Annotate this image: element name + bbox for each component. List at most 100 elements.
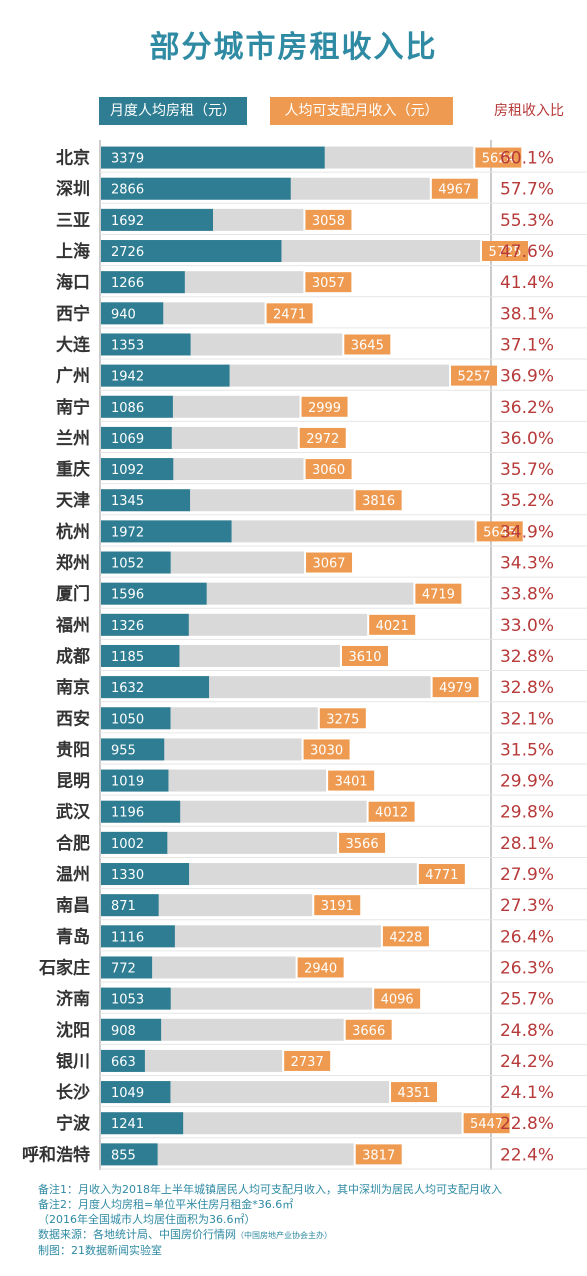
ratio-value: 24.1% (500, 1083, 554, 1103)
city-label: 银川 (56, 1051, 90, 1072)
data-source: 数据来源：各地统计局、中国房价行情网（中国房地产业协会主办） (38, 1227, 578, 1243)
ratio-value: 33.8% (500, 585, 554, 605)
rent-value-label: 1052 (111, 557, 144, 572)
rent-value-label: 2726 (111, 245, 144, 260)
rent-value-label: 772 (111, 961, 136, 976)
city-label: 南宁 (56, 397, 90, 418)
income-value-label: 3057 (312, 276, 345, 291)
legend-ratio: 房租收入比 (494, 103, 564, 119)
city-label: 昆明 (56, 772, 90, 792)
credit: 制图：21数据新闻实验室 (38, 1244, 162, 1257)
city-label: 青岛 (56, 926, 90, 947)
income-value-label: 3817 (362, 1148, 395, 1163)
income-value-badge (482, 241, 528, 262)
city-label: 济南 (56, 989, 90, 1010)
rent-bar (101, 302, 164, 325)
income-bar (101, 1143, 354, 1166)
income-value-label: 3191 (321, 899, 354, 914)
rent-value-label: 908 (111, 1024, 136, 1039)
income-value-label: 2737 (291, 1055, 324, 1070)
income-bar (101, 1049, 283, 1072)
income-value-label: 4979 (439, 681, 472, 696)
income-value-label: 3610 (348, 650, 381, 665)
income-value-badge (415, 583, 462, 604)
city-label: 成都 (56, 646, 90, 667)
income-value-label: 5447 (470, 1117, 503, 1132)
rent-value-label: 1092 (111, 463, 144, 478)
income-value-badge (305, 209, 352, 230)
rent-bar (101, 395, 173, 418)
ratio-value: 35.2% (500, 491, 554, 511)
note-1: 备注1：月收入为2018年上半年城镇居民人均可支配月收入，其中深圳为居民人均可支… (38, 1183, 502, 1196)
rent-bar (101, 582, 207, 605)
rent-value-label: 1972 (111, 525, 144, 540)
income-value-badge (475, 147, 522, 168)
rent-bar (101, 177, 291, 200)
rent-bar (101, 613, 189, 636)
ratio-value: 35.7% (500, 460, 554, 480)
income-value-label: 4096 (381, 993, 414, 1008)
legend-income: 人均可支配月收入（元） (270, 97, 453, 125)
city-label: 天津 (56, 490, 90, 511)
rent-value-label: 871 (111, 899, 136, 914)
rent-value-label: 1185 (111, 650, 144, 665)
city-label: 广州 (56, 366, 90, 387)
ratio-value: 25.7% (500, 990, 554, 1010)
ratio-value: 29.8% (500, 803, 554, 823)
income-value-label: 3666 (352, 1024, 385, 1039)
income-value-label: 5645 (483, 525, 516, 540)
rent-bar (101, 925, 175, 948)
income-value-label: 5624 (482, 152, 515, 167)
rent-bar (101, 676, 210, 699)
income-value-badge (303, 739, 350, 760)
rent-value-label: 663 (111, 1055, 136, 1070)
income-value-badge (314, 895, 361, 916)
income-value-label: 5725 (488, 245, 521, 260)
income-value-badge (306, 552, 353, 573)
income-value-label: 2940 (304, 961, 337, 976)
rent-bar (101, 208, 214, 231)
income-value-label: 4021 (376, 619, 409, 634)
city-label: 温州 (56, 865, 90, 885)
data-source-sub: （中国房地产业协会主办） (236, 1231, 332, 1240)
ratio-value: 34.9% (500, 522, 554, 542)
income-value-badge (463, 1113, 510, 1134)
rent-value-label: 1596 (111, 588, 144, 603)
income-bar (101, 1018, 344, 1041)
income-value-label: 3566 (346, 837, 379, 852)
rent-value-label: 1266 (111, 276, 144, 291)
ratio-value: 60.1% (500, 149, 554, 169)
rent-bar (101, 831, 168, 854)
rent-value-label: 3379 (111, 152, 144, 167)
income-value-label: 3401 (335, 775, 368, 790)
income-value-label: 4719 (422, 588, 455, 603)
income-value-badge (319, 708, 366, 729)
rent-bar (101, 1018, 162, 1041)
income-value-label: 4967 (438, 183, 471, 198)
income-value-badge (451, 365, 498, 386)
rent-value-label: 1330 (111, 868, 144, 883)
city-label: 杭州 (56, 521, 90, 542)
ratio-value: 24.8% (500, 1021, 554, 1041)
income-value-label: 3816 (362, 494, 395, 509)
ratio-value: 57.7% (500, 180, 554, 200)
income-value-badge (341, 645, 388, 666)
income-value-badge (345, 1019, 392, 1040)
income-value-label: 2999 (308, 401, 341, 416)
rent-value-label: 2866 (111, 183, 144, 198)
city-label: 西安 (56, 708, 90, 729)
rent-value-label: 1241 (111, 1117, 144, 1132)
income-value-label: 4228 (389, 930, 422, 945)
income-value-badge (382, 926, 429, 947)
ratio-value: 41.4% (500, 273, 554, 293)
ratio-value: 22.8% (500, 1114, 554, 1134)
income-value-badge (266, 303, 313, 324)
ratio-value: 26.3% (500, 958, 554, 978)
rent-bar (101, 426, 172, 449)
income-value-badge (476, 521, 523, 542)
rent-value-label: 1002 (111, 837, 144, 852)
income-bar (101, 1081, 390, 1104)
ratio-value: 36.9% (500, 367, 554, 387)
rent-value-label: 1086 (111, 401, 144, 416)
